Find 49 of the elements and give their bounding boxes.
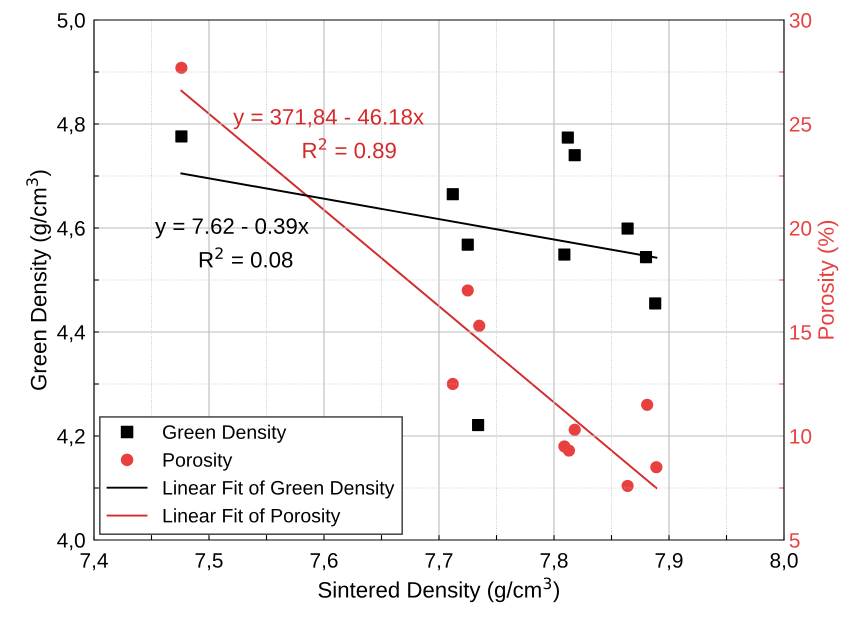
y-tick-label: 4,8 [57,117,85,134]
point [649,297,662,310]
point [175,62,188,74]
point [462,238,474,251]
annotation: R$^{2}$ = 0.08 [200,247,292,268]
x-tick-label: 7,4 [80,553,108,570]
point [462,284,474,296]
point [562,131,574,144]
y-tick-label: 5,0 [58,13,85,30]
point [641,398,654,411]
annotation: R$^{2}$ = 0.89 [303,138,396,158]
point [558,248,570,261]
y2-tick-label: 30 [790,13,812,28]
point [473,320,486,332]
y2-tick-label: 10 [790,429,812,444]
point [446,378,459,390]
y2-tick-label: 20 [790,221,812,236]
y2-axis-title: Porosity (%) [818,220,838,339]
point [650,461,662,474]
point [568,424,581,436]
point [175,130,188,143]
y-tick-label: 4,6 [57,221,85,238]
y-tick-label: 4,2 [57,429,85,446]
y-tick-label: 4,0 [57,533,85,550]
point [446,188,459,200]
point [640,251,652,264]
point [622,222,634,235]
x-tick-label: 7,6 [310,553,338,570]
annotation: y = 7.62 - 0.39x [155,218,309,238]
point [472,419,484,432]
y-tick-label: 4,4 [57,325,86,342]
legend-label: Linear Fit of Porosity [164,508,340,526]
annotation: y = 371,84 - 46.18x [233,109,424,130]
y2-tick-label: 5 [790,533,800,548]
y-axis-title: Green Density (g/cm$^{3}$) [26,170,51,390]
x-tick-label: 7,7 [426,553,452,570]
x-axis-title: Sintered Density (g/cm$^{3}$) [318,577,559,602]
legend-label: Linear Fit of Green Density [164,480,394,499]
x-tick-label: 7,8 [540,553,568,570]
point [622,480,634,492]
x-tick-label: 8,0 [770,553,798,570]
legend-label: Green Density [163,424,286,443]
x-tick-label: 7,5 [196,553,223,570]
point [562,444,576,457]
legend-label: Porosity [164,452,232,471]
x-tick-label: 7,9 [656,553,682,570]
y2-tick-label: 15 [790,325,812,340]
y2-tick-label: 25 [790,117,812,132]
point [568,149,581,162]
